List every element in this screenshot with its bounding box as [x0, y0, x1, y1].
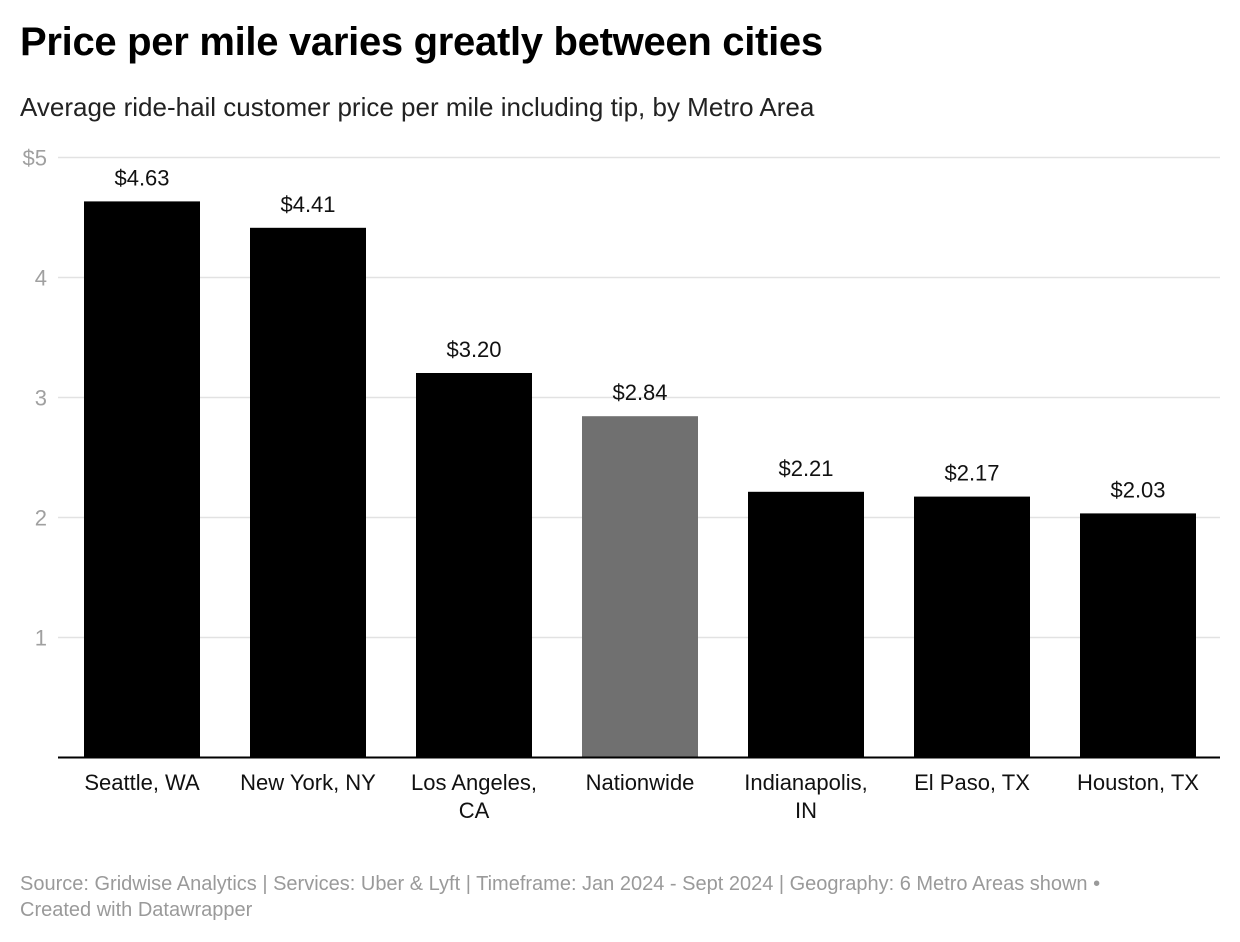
x-axis-ticks: Seattle, WA New York, NY Los Angeles, CA Nat…: [84, 770, 1199, 823]
value-label: $4.41: [280, 192, 335, 217]
value-label: $3.20: [446, 337, 501, 362]
y-tick-label: 3: [35, 386, 47, 411]
x-tick-label: El Paso, TX: [914, 770, 1030, 795]
bar: [250, 227, 366, 758]
bar-chart: 1 2 3 4 $5 $4.63 $4.41 $3.20 $2.84 $2.21 $2.17 $2.…: [23, 146, 1220, 823]
value-label: $2.84: [612, 380, 667, 405]
x-tick-label: Los Angeles,: [411, 770, 537, 795]
y-tick-label: 4: [35, 266, 47, 291]
bar: [914, 496, 1030, 757]
x-tick-label: Nationwide: [586, 770, 695, 795]
x-tick-label: Indianapolis,: [744, 770, 868, 795]
chart-subtitle: Average ride-hail customer price per mil…: [20, 92, 815, 122]
x-tick-label: New York, NY: [240, 770, 376, 795]
bar: [416, 373, 532, 757]
x-tick-label: Seattle, WA: [84, 770, 200, 795]
value-label: $4.63: [114, 165, 169, 190]
value-label: $2.21: [778, 456, 833, 481]
chart-footer: Source: Gridwise Analytics | Services: U…: [20, 871, 1220, 923]
value-labels: $4.63 $4.41 $3.20 $2.84 $2.21 $2.17 $2.03: [114, 165, 1165, 502]
footer-credit: Created with Datawrapper: [20, 899, 253, 921]
y-tick-label: 1: [35, 626, 47, 651]
y-tick-label: 2: [35, 506, 47, 531]
x-tick-label: IN: [795, 798, 817, 823]
value-label: $2.03: [1110, 477, 1165, 502]
bar: [1080, 513, 1196, 757]
x-tick-label: Houston, TX: [1077, 770, 1199, 795]
x-tick-label: CA: [459, 798, 490, 823]
y-tick-label: $5: [23, 146, 47, 171]
chart-title: Price per mile varies greatly between ci…: [20, 20, 823, 64]
y-axis-ticks: 1 2 3 4 $5: [23, 146, 47, 651]
bar: [748, 491, 864, 757]
value-label: $2.17: [944, 461, 999, 486]
footer-source: Source: Gridwise Analytics | Services: U…: [20, 873, 1101, 895]
bar: [84, 201, 200, 757]
bars: [84, 201, 1196, 758]
bar: [582, 416, 698, 757]
